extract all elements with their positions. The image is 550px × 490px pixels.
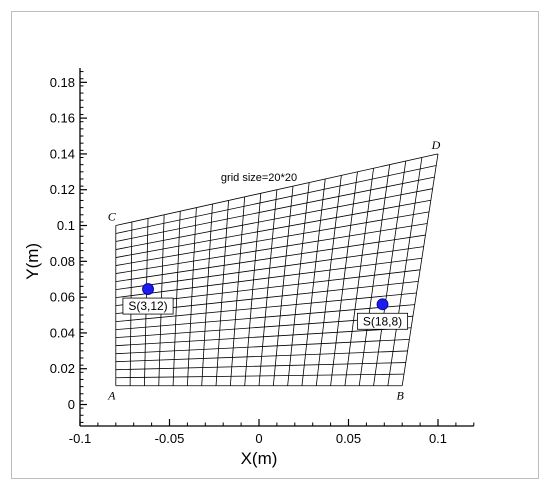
- y-tick-label: 0: [68, 397, 75, 412]
- mesh-line-horizontal: [115, 304, 415, 331]
- x-tick-label: -0.05: [155, 431, 185, 446]
- sample-points: S(3,12) S(18,8): [122, 283, 409, 330]
- x-tick-label: -0.1: [69, 431, 91, 446]
- mesh-line-horizontal: [115, 211, 430, 266]
- mesh-line-horizontal: [115, 257, 422, 299]
- y-tick-label: 0.04: [50, 325, 75, 340]
- y-tick-label: 0.02: [50, 361, 75, 376]
- corner-label-b: B: [397, 389, 405, 403]
- mesh-line-horizontal: [115, 292, 417, 323]
- mesh-line-horizontal: [115, 362, 406, 371]
- mesh-line-horizontal: [115, 188, 433, 250]
- sample-point-marker: [142, 283, 154, 295]
- mesh-line-horizontal: [115, 327, 412, 347]
- y-tick-label: 0.14: [50, 146, 75, 161]
- grid-size-annotation: grid size=20*20: [221, 172, 297, 184]
- x-tick-label: 0.05: [336, 431, 361, 446]
- mesh-line-horizontal: [115, 153, 439, 226]
- mesh-line-horizontal: [115, 199, 431, 258]
- mesh-line-horizontal: [115, 176, 435, 242]
- y-tick-label: 0.06: [50, 290, 75, 305]
- mesh-line-horizontal: [115, 246, 424, 290]
- sample-point-label: S(18,8): [363, 314, 402, 328]
- y-ticks: 0 0.02 0.04 0.06 0.08 0.1 0.12 0.14 0.16 0.18: [50, 71, 87, 423]
- sample-point-label-box: [357, 312, 409, 330]
- mesh-line-horizontal: [115, 223, 428, 274]
- y-tick-label: 0.12: [50, 182, 75, 197]
- y-axis-label: Y(m): [23, 243, 42, 280]
- y-tick-label: 0.18: [50, 75, 75, 90]
- mesh-grid: [115, 153, 439, 387]
- x-tick-label: 0.1: [429, 431, 447, 446]
- corner-label-a: A: [107, 389, 116, 403]
- figure-frame: [11, 11, 539, 479]
- x-ticks: -0.1 -0.05 0 0.05 0.1: [69, 419, 475, 446]
- sample-point-label: S(3,12): [128, 299, 167, 313]
- sample-point-marker: [376, 298, 389, 311]
- corner-label-d: D: [431, 138, 441, 152]
- corner-labels: A B C D: [107, 138, 441, 403]
- y-tick-label: 0.08: [50, 254, 75, 269]
- x-tick-label: 0: [255, 431, 262, 446]
- corner-label-c: C: [108, 210, 117, 224]
- mesh-line-horizontal: [115, 350, 408, 363]
- y-tick-label: 0.16: [50, 111, 75, 126]
- mesh-line-horizontal: [115, 165, 437, 234]
- y-tick-label: 0.1: [57, 218, 75, 233]
- axes: [79, 68, 474, 427]
- mesh-line-horizontal: [115, 373, 404, 379]
- mesh-line-horizontal: [115, 338, 410, 355]
- sample-point-label-box: [122, 297, 174, 315]
- x-axis-label: X(m): [241, 449, 278, 468]
- mesh-line-horizontal: [115, 234, 426, 282]
